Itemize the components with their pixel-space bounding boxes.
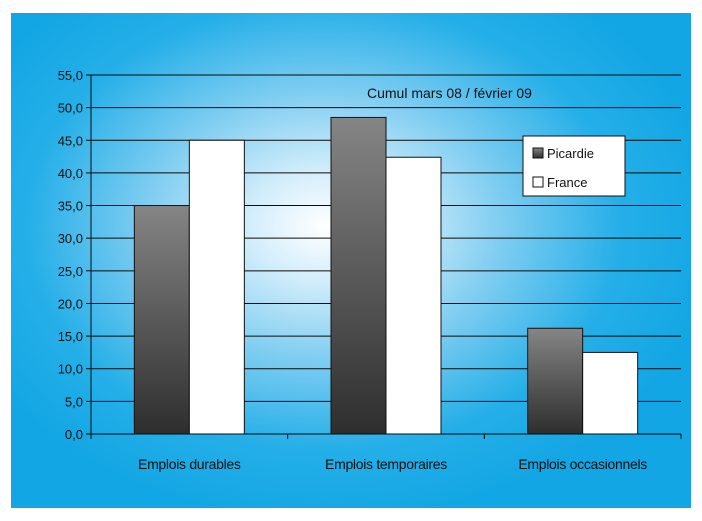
axes: [86, 74, 682, 439]
y-tick-label: 55,0: [58, 68, 83, 83]
x-category-labels: Emplois durables Emplois temporaires Emplo…: [138, 456, 648, 472]
bars: [133, 116, 639, 435]
y-tick-label: 45,0: [58, 133, 83, 148]
bar-france-1: [188, 139, 245, 435]
x-category-label: Emplois occasionnels: [518, 456, 647, 472]
y-tick-label: 50,0: [58, 101, 83, 116]
bar-picardie-2: [330, 116, 387, 435]
y-tick-label: 20,0: [58, 296, 83, 311]
chart-area: 0,0 5,0 10,0 15,0 20,0 25,0 30,0 35,0 40,0 45,0 50…: [11, 13, 691, 508]
bar-chart: 0,0 5,0 10,0 15,0 20,0 25,0 30,0 35,0 40,0 45,0 50…: [58, 68, 682, 472]
y-tick-label: 30,0: [58, 231, 83, 246]
y-tick-labels: 0,0 5,0 10,0 15,0 20,0 25,0 30,0 35,0 40,0 45,0 50…: [58, 68, 83, 442]
legend-swatch-picardie: [532, 147, 544, 159]
x-category-label: Emplois temporaires: [325, 456, 447, 472]
bar-picardie-1: [133, 205, 190, 435]
y-tick-label: 15,0: [58, 329, 83, 344]
y-tick-label: 25,0: [58, 264, 83, 279]
bar-france-2: [385, 156, 442, 435]
y-tick-label: 0,0: [65, 427, 83, 442]
y-tick-label: 10,0: [58, 362, 83, 377]
legend-label-picardie: Picardie: [547, 146, 594, 161]
legend: Picardie France: [522, 135, 626, 197]
bar-france-3: [582, 351, 639, 435]
x-category-label: Emplois durables: [138, 456, 241, 472]
y-tick-label: 35,0: [58, 199, 83, 214]
chart-annotation: Cumul mars 08 / février 09: [367, 85, 532, 101]
legend-label-france: France: [547, 175, 587, 190]
y-tick-label: 40,0: [58, 166, 83, 181]
legend-swatch-france: [532, 176, 544, 188]
y-tick-label: 5,0: [65, 394, 83, 409]
bar-picardie-3: [527, 327, 584, 435]
